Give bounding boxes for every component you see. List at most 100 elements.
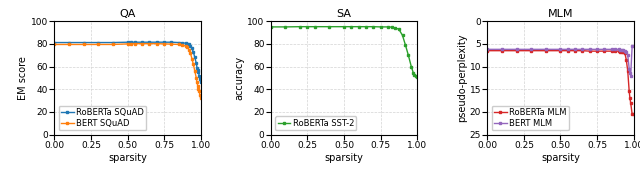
BERT MLM	[600, 48, 608, 50]
BERT SQuAD	[195, 90, 203, 93]
RoBERTa SQuAD	[95, 41, 102, 44]
RoBERTa SQuAD	[131, 41, 139, 43]
RoBERTa MLM	[593, 50, 601, 52]
RoBERTa MLM	[608, 50, 616, 52]
BERT MLM	[542, 48, 550, 50]
BERT MLM	[618, 49, 626, 51]
RoBERTa SST-2	[384, 26, 392, 28]
RoBERTa MLM	[527, 50, 535, 52]
RoBERTa SQuAD	[195, 75, 203, 77]
RoBERTa MLM	[611, 50, 619, 52]
RoBERTa SST-2	[412, 75, 419, 77]
RoBERTa SQuAD	[197, 81, 205, 84]
RoBERTa MLM	[600, 50, 608, 52]
RoBERTa MLM	[626, 97, 634, 99]
RoBERTa MLM	[615, 50, 623, 52]
Legend: RoBERTa SST-2: RoBERTa SST-2	[275, 116, 356, 130]
RoBERTa SQuAD	[138, 41, 146, 43]
RoBERTa MLM	[483, 50, 491, 52]
BERT SQuAD	[168, 43, 175, 45]
RoBERTa MLM	[564, 50, 572, 52]
RoBERTa SQuAD	[184, 43, 191, 45]
BERT MLM	[586, 48, 593, 50]
BERT MLM	[564, 48, 572, 50]
BERT MLM	[611, 48, 619, 50]
RoBERTa SST-2	[377, 26, 385, 28]
RoBERTa MLM	[624, 70, 632, 72]
RoBERTa MLM	[625, 90, 633, 93]
BERT SQuAD	[95, 43, 102, 45]
BERT SQuAD	[184, 46, 191, 48]
RoBERTa SQuAD	[195, 71, 202, 73]
BERT SQuAD	[138, 43, 146, 45]
RoBERTa SQuAD	[109, 41, 116, 44]
BERT SQuAD	[188, 58, 196, 60]
RoBERTa SST-2	[311, 26, 319, 28]
BERT MLM	[557, 48, 564, 50]
RoBERTa SQuAD	[127, 41, 135, 43]
RoBERTa SST-2	[340, 26, 348, 28]
RoBERTa SQuAD	[124, 41, 131, 43]
BERT SQuAD	[189, 63, 197, 65]
RoBERTa SST-2	[355, 26, 362, 28]
BERT MLM	[630, 45, 637, 47]
X-axis label: sparsity: sparsity	[108, 153, 147, 162]
RoBERTa MLM	[579, 50, 586, 52]
BERT MLM	[621, 50, 628, 52]
RoBERTa SST-2	[303, 26, 311, 28]
BERT SQuAD	[191, 70, 198, 72]
RoBERTa MLM	[627, 102, 634, 104]
BERT SQuAD	[179, 44, 186, 46]
RoBERTa SST-2	[267, 26, 275, 28]
BERT MLM	[615, 48, 623, 50]
Line: BERT MLM: BERT MLM	[486, 45, 635, 77]
Line: RoBERTa SST-2: RoBERTa SST-2	[269, 25, 419, 78]
RoBERTa SST-2	[413, 76, 421, 78]
X-axis label: sparsity: sparsity	[324, 153, 364, 162]
Title: MLM: MLM	[548, 9, 573, 19]
RoBERTa SST-2	[282, 26, 289, 28]
RoBERTa SQuAD	[193, 67, 201, 69]
Line: RoBERTa MLM: RoBERTa MLM	[486, 49, 635, 116]
RoBERTa MLM	[630, 113, 637, 115]
RoBERTa MLM	[557, 50, 564, 52]
RoBERTa SQuAD	[146, 41, 154, 43]
RoBERTa SQuAD	[189, 51, 197, 53]
RoBERTa SST-2	[369, 26, 377, 28]
BERT MLM	[593, 48, 601, 50]
BERT MLM	[616, 49, 624, 51]
BERT MLM	[513, 48, 520, 50]
RoBERTa SQuAD	[168, 41, 175, 43]
RoBERTa SST-2	[348, 26, 355, 28]
Title: QA: QA	[119, 9, 136, 19]
BERT SQuAD	[194, 85, 202, 87]
Line: RoBERTa SQuAD: RoBERTa SQuAD	[53, 41, 202, 84]
RoBERTa SST-2	[362, 26, 370, 28]
BERT SQuAD	[195, 88, 202, 90]
RoBERTa SQuAD	[185, 43, 193, 45]
RoBERTa SST-2	[410, 74, 418, 76]
BERT SQuAD	[197, 97, 205, 99]
RoBERTa MLM	[616, 51, 624, 53]
BERT MLM	[620, 49, 627, 51]
Y-axis label: pseudo-perplexity: pseudo-perplexity	[457, 34, 467, 122]
BERT SQuAD	[185, 48, 193, 51]
BERT SQuAD	[51, 43, 58, 45]
BERT SQuAD	[153, 43, 161, 45]
RoBERTa MLM	[628, 113, 636, 115]
BERT SQuAD	[193, 81, 201, 84]
RoBERTa SQuAD	[153, 41, 161, 43]
RoBERTa SST-2	[408, 65, 415, 68]
BERT MLM	[624, 54, 632, 56]
RoBERTa MLM	[542, 50, 550, 52]
RoBERTa SQuAD	[80, 41, 88, 44]
BERT SQuAD	[65, 43, 73, 45]
RoBERTa SQuAD	[196, 78, 204, 80]
RoBERTa SQuAD	[193, 62, 200, 64]
RoBERTa SST-2	[410, 72, 417, 74]
Y-axis label: accuracy: accuracy	[235, 56, 244, 100]
BERT MLM	[483, 48, 491, 50]
BERT SQuAD	[109, 43, 116, 45]
RoBERTa MLM	[586, 50, 593, 52]
BERT MLM	[572, 48, 579, 50]
